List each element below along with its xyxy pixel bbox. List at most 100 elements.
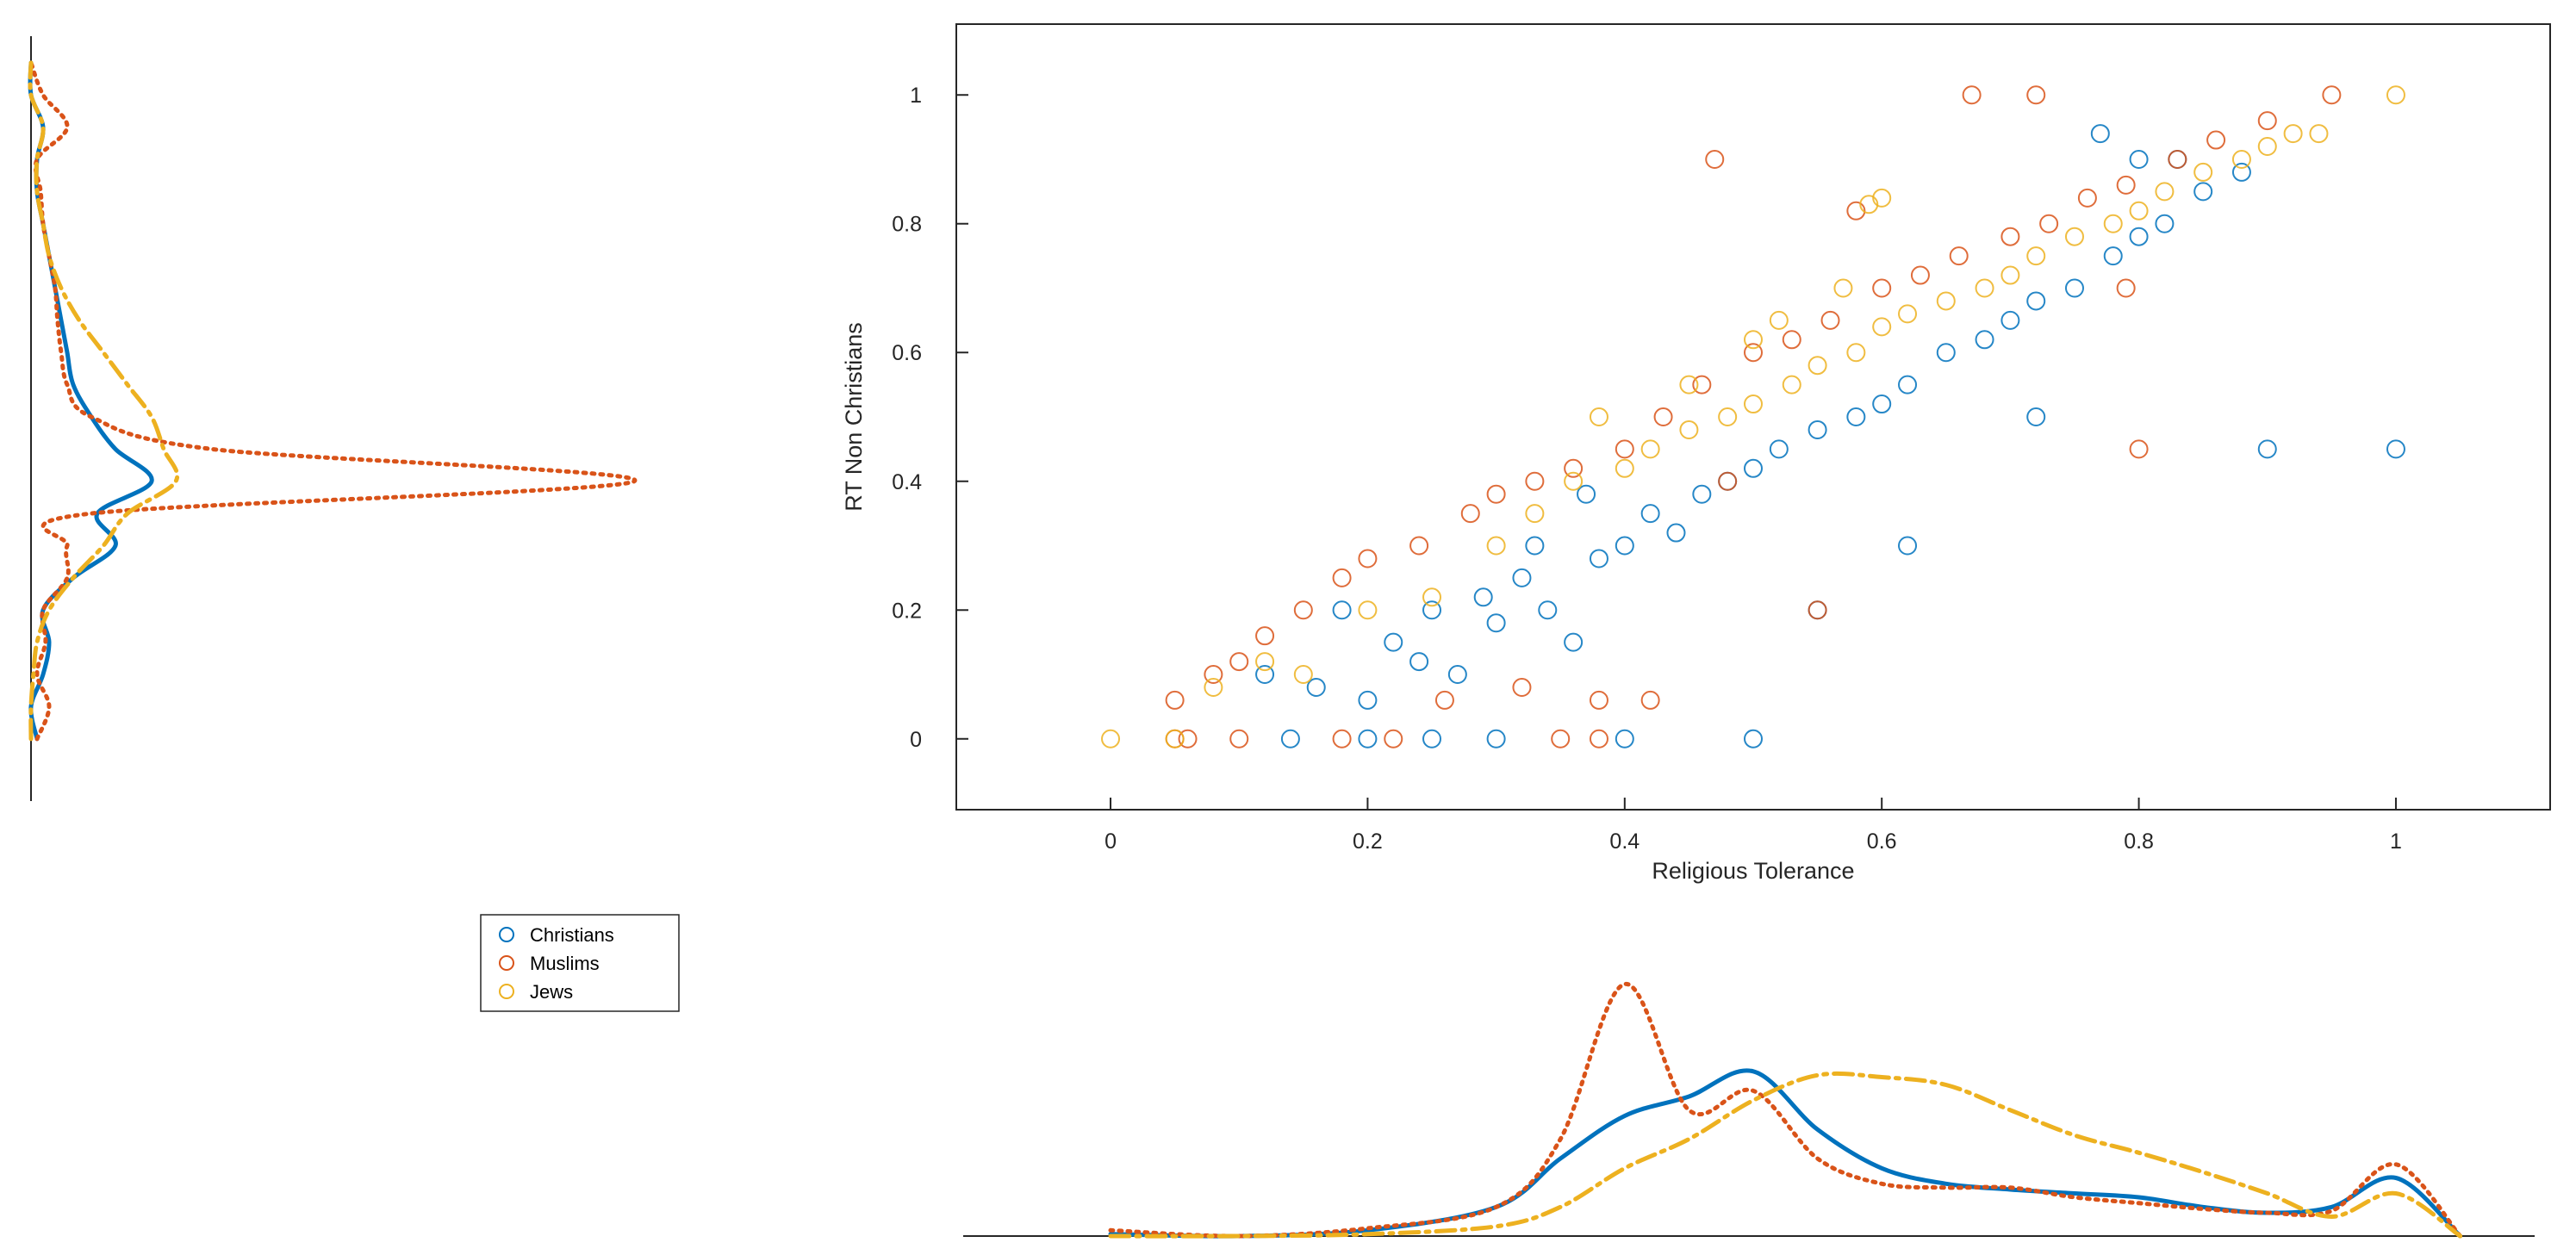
point-christians [1769, 439, 1789, 459]
point-muslims [2026, 85, 2046, 105]
point-christians [1577, 484, 1596, 504]
legend-marker-muslims [499, 955, 514, 971]
point-jews [1859, 195, 1879, 214]
point-jews [1744, 330, 1763, 350]
point-muslims [2077, 188, 2097, 208]
point-christians [1255, 665, 1275, 685]
point-jews [1846, 343, 1866, 363]
point-jews [1615, 458, 1634, 478]
point-christians [1473, 587, 1493, 607]
point-muslims [1718, 471, 1738, 491]
point-muslims [1653, 407, 1673, 426]
point-christians [2026, 407, 2046, 426]
point-jews [1255, 652, 1275, 672]
point-christians [1936, 343, 1956, 363]
point-jews [1640, 439, 1660, 459]
scatter-panel: 0 0.2 0.4 0.6 0.8 1 0 0.2 0.4 0.6 0.8 1 Religious … [841, 23, 2551, 884]
x-tick-label: 0.2 [1353, 829, 1383, 854]
y-tick-label: 1 [910, 84, 922, 108]
point-muslims [1434, 690, 1454, 710]
x-tick-label: 0.4 [1609, 829, 1640, 854]
point-jews [2193, 162, 2213, 182]
point-christians [1306, 677, 1326, 697]
bottom-density-panel [963, 982, 2535, 1239]
point-muslims [2039, 214, 2059, 233]
point-muslims [1692, 375, 1712, 395]
x-tick-label: 1 [2390, 829, 2402, 854]
point-muslims [1165, 690, 1185, 710]
legend-marker-jews [499, 984, 514, 999]
point-jews [1744, 395, 1763, 414]
point-christians [2129, 227, 2149, 246]
point-muslims [1589, 690, 1608, 710]
point-christians [2090, 124, 2110, 144]
point-jews [2103, 214, 2123, 233]
point-christians [1744, 729, 1763, 749]
point-jews [1422, 587, 1442, 607]
point-jews [1679, 419, 1699, 439]
point-muslims [1640, 690, 1660, 710]
y-tick-label: 0.6 [892, 341, 922, 365]
point-muslims [1820, 310, 1840, 330]
point-christians [1358, 690, 1378, 710]
point-jews [1975, 278, 1994, 298]
legend-marker-christians [499, 927, 514, 942]
y-tick-label: 0 [910, 728, 922, 752]
point-muslims [1409, 536, 1429, 556]
point-muslims [1615, 439, 1634, 459]
point-muslims [1512, 677, 1532, 697]
scatter-y-ticks: 0 0.2 0.4 0.6 0.8 1 [892, 84, 968, 752]
point-christians [2129, 149, 2149, 169]
left-density-jews [28, 60, 180, 742]
point-jews [1358, 600, 1378, 620]
y-tick-label: 0.4 [892, 470, 922, 494]
point-jews [2257, 137, 2277, 157]
point-christians [1447, 665, 1467, 685]
point-jews [1589, 407, 1608, 426]
point-muslims [1204, 665, 1223, 685]
point-jews [1486, 536, 1506, 556]
point-jews [2129, 201, 2149, 221]
point-muslims [1744, 343, 1763, 363]
point-muslims [2116, 175, 2136, 195]
point-christians [2026, 291, 2046, 311]
point-jews [2283, 124, 2303, 144]
point-muslims [1229, 652, 1249, 672]
legend-label-christians: Christians [530, 924, 614, 946]
point-muslims [2116, 278, 2136, 298]
point-christians [1744, 458, 1763, 478]
point-christians [1846, 407, 1866, 426]
point-muslims [1332, 568, 1352, 587]
point-christians [1975, 330, 1994, 350]
point-muslims [1332, 729, 1352, 749]
point-muslims [2322, 85, 2342, 105]
point-christians [1486, 729, 1506, 749]
point-christians [2000, 310, 2020, 330]
legend-label-jews: Jews [530, 981, 573, 1003]
left-density-muslims [28, 60, 638, 742]
point-muslims [1872, 278, 1892, 298]
point-jews [1872, 317, 1892, 337]
point-muslims [1782, 330, 1801, 350]
point-jews [2231, 149, 2251, 169]
point-muslims [2257, 111, 2277, 131]
point-jews [1808, 356, 1827, 376]
point-christians [2257, 439, 2277, 459]
y-tick-label: 0.2 [892, 599, 922, 623]
point-jews [2000, 265, 2020, 285]
left-density-christians [28, 60, 154, 742]
point-christians [1898, 536, 1918, 556]
point-muslims [1460, 504, 1480, 524]
point-muslims [1293, 600, 1313, 620]
point-christians [1808, 419, 1827, 439]
y-tick-label: 0.8 [892, 213, 922, 237]
point-christians [2193, 182, 2213, 202]
point-jews [1525, 504, 1545, 524]
point-jews [2026, 246, 2046, 266]
legend-label-muslims: Muslims [530, 953, 600, 974]
point-jews [1872, 188, 1892, 208]
point-jews [2064, 227, 2084, 246]
point-christians [1692, 484, 1712, 504]
point-christians [2231, 162, 2251, 182]
